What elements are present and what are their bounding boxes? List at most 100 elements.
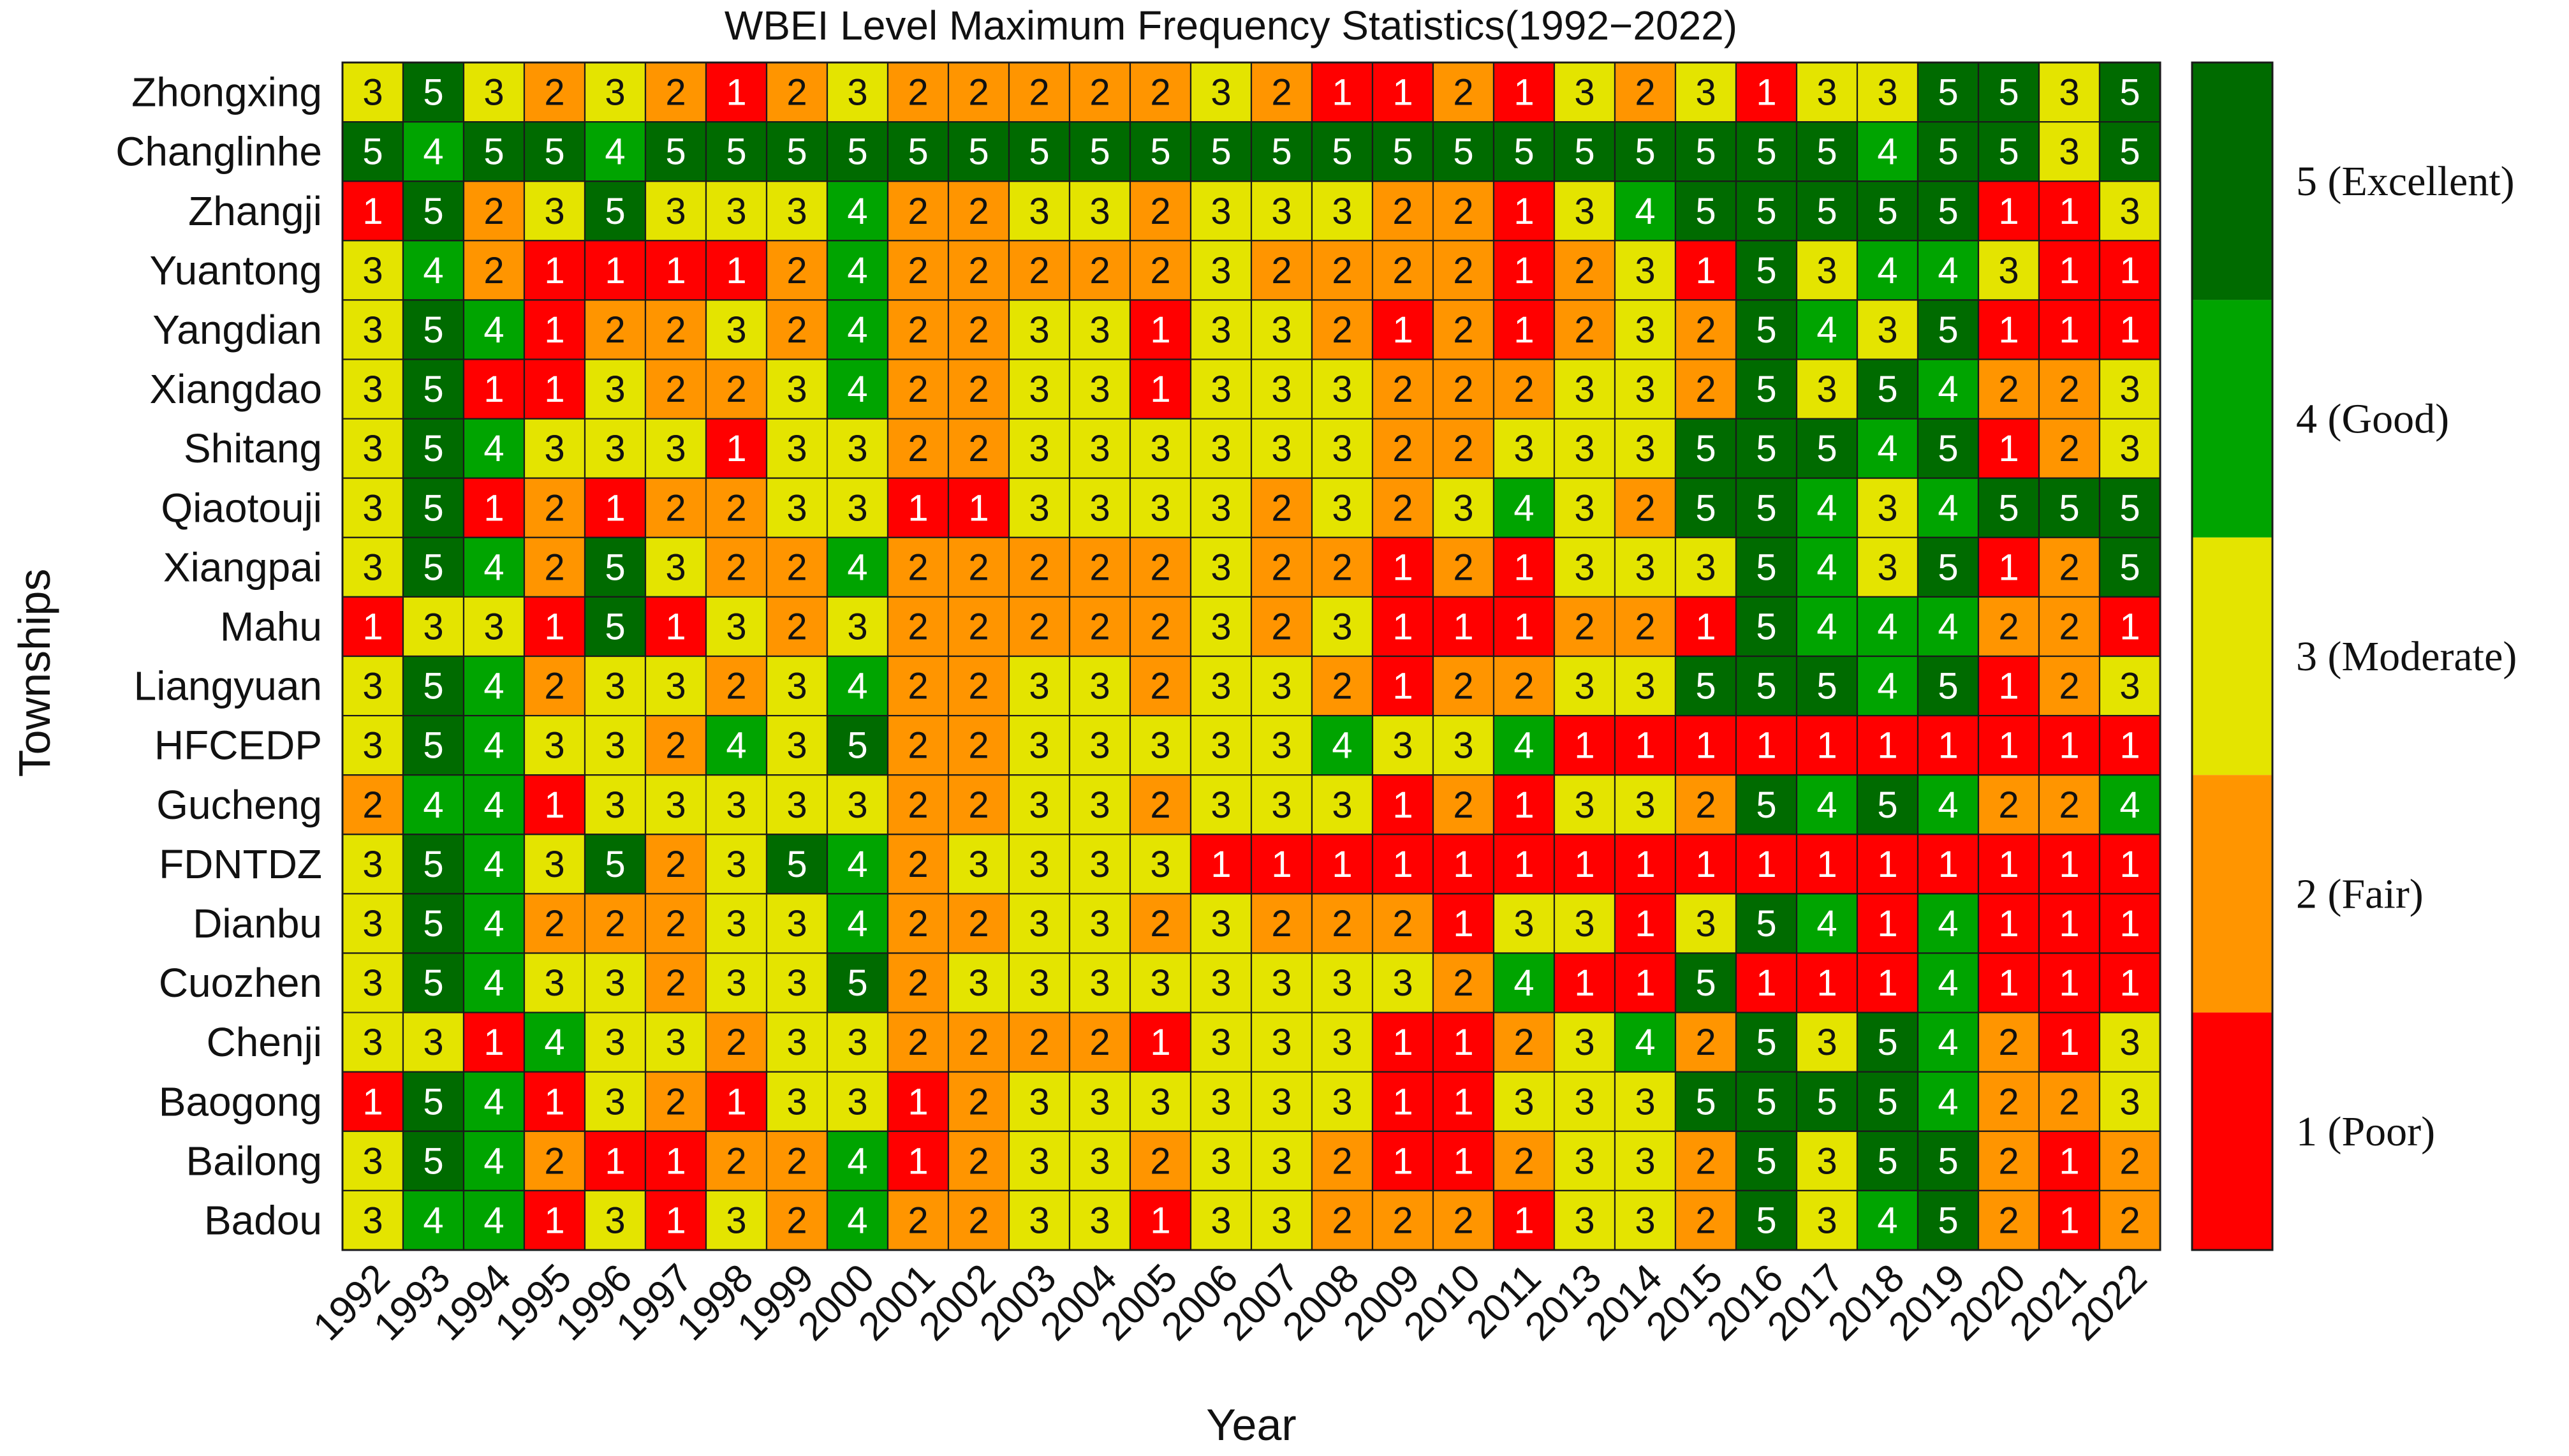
cell-value-label: 1 bbox=[1998, 666, 2019, 707]
cell-value-label: 3 bbox=[1574, 369, 1594, 410]
heatmap-cell bbox=[523, 1130, 586, 1192]
heatmap-cell bbox=[1008, 180, 1071, 242]
cell-value-label: 1 bbox=[2059, 191, 2079, 232]
cell-value-label: 1 bbox=[2119, 725, 2140, 767]
chart-title: WBEI Level Maximum Frequency Statistics(… bbox=[725, 3, 1737, 48]
heatmap-frame bbox=[341, 61, 2161, 1251]
cell-value-label: 2 bbox=[665, 309, 686, 351]
cell-value-label: 1 bbox=[1392, 547, 1413, 588]
cell-value-label: 4 bbox=[1877, 250, 1897, 291]
heatmap-cell bbox=[1129, 834, 1192, 895]
cell-value-label: 4 bbox=[1938, 250, 1958, 291]
cell-value-label: 2 bbox=[2059, 606, 2079, 647]
cell-value-label: 2 bbox=[1998, 1022, 2019, 1063]
cell-value-label: 3 bbox=[1332, 191, 1352, 232]
heatmap-cell bbox=[1492, 1189, 1556, 1251]
year-tick-labels: 1992199319941995199619971998199920002001… bbox=[305, 1256, 2155, 1349]
cell-value-label: 3 bbox=[665, 191, 686, 232]
heatmap-cell bbox=[947, 1071, 1010, 1132]
cell-value-label: 3 bbox=[605, 1200, 625, 1241]
cell-value-label: 5 bbox=[847, 131, 867, 173]
heatmap-cell bbox=[462, 1071, 526, 1132]
heatmap-cell bbox=[1492, 536, 1556, 598]
x-axis-label: Year bbox=[1206, 1400, 1296, 1450]
cell-value-label: 3 bbox=[726, 962, 746, 1004]
heatmap-cell bbox=[1371, 952, 1434, 1013]
heatmap-cell bbox=[1250, 655, 1313, 717]
cell-value-label: 3 bbox=[786, 487, 807, 529]
cell-value-label: 3 bbox=[1574, 903, 1594, 945]
cell-value-label: 3 bbox=[1271, 1200, 1292, 1241]
heatmap-cell bbox=[1553, 121, 1616, 182]
heatmap-cell bbox=[826, 1130, 889, 1192]
heatmap-cell bbox=[1614, 655, 1677, 717]
heatmap-cell bbox=[341, 893, 404, 954]
cell-value-label: 3 bbox=[605, 369, 625, 410]
cell-value-label: 4 bbox=[1938, 369, 1958, 410]
heatmap-cell bbox=[705, 893, 768, 954]
cell-value-label: 4 bbox=[483, 1081, 504, 1122]
cell-value-label: 1 bbox=[1998, 428, 2019, 469]
cell-value-label: 2 bbox=[1392, 428, 1413, 469]
cell-value-label: 3 bbox=[786, 784, 807, 826]
cell-value-label: 5 bbox=[1756, 1140, 1776, 1182]
cell-value-label: 3 bbox=[1271, 962, 1292, 1004]
heatmap-cell bbox=[462, 299, 526, 360]
cell-value-label: 3 bbox=[1089, 962, 1110, 1004]
heatmap-cell bbox=[2038, 952, 2101, 1013]
cell-value-label: 3 bbox=[362, 250, 383, 291]
cell-value-label: 2 bbox=[1150, 250, 1170, 291]
heatmap-cell bbox=[2038, 536, 2101, 598]
heatmap-cell bbox=[1250, 1130, 1313, 1192]
heatmap-cell bbox=[1189, 418, 1253, 479]
heatmap-cell bbox=[1917, 596, 1980, 658]
cell-value-label: 2 bbox=[1150, 666, 1170, 707]
cell-value-label: 3 bbox=[1089, 666, 1110, 707]
cell-value-label: 2 bbox=[908, 606, 928, 647]
cell-value-label: 2 bbox=[968, 72, 989, 114]
cell-value-label: 1 bbox=[362, 1081, 383, 1122]
heatmap-cell bbox=[1674, 1189, 1737, 1251]
cell-value-label: 3 bbox=[544, 428, 564, 469]
cell-value-label: 5 bbox=[423, 666, 443, 707]
cell-value-label: 3 bbox=[2119, 369, 2140, 410]
cell-value-label: 1 bbox=[2059, 1022, 2079, 1063]
cell-value-label: 1 bbox=[1998, 191, 2019, 232]
cell-value-label: 5 bbox=[1756, 547, 1776, 588]
cell-value-label: 3 bbox=[1574, 666, 1594, 707]
cell-value-label: 2 bbox=[786, 1140, 807, 1182]
cell-value-label: 3 bbox=[1574, 1022, 1594, 1063]
cell-value-label: 3 bbox=[1150, 1081, 1170, 1122]
heatmap-cell bbox=[1856, 834, 1919, 895]
cell-value-label: 5 bbox=[1271, 131, 1292, 173]
cell-value-label: 4 bbox=[423, 131, 443, 173]
cell-value-label: 5 bbox=[1756, 666, 1776, 707]
cell-value-label: 2 bbox=[1089, 1022, 1110, 1063]
cell-value-label: 3 bbox=[1513, 903, 1534, 945]
cell-value-label: 1 bbox=[1453, 1022, 1473, 1063]
cell-value-label: 4 bbox=[1816, 547, 1837, 588]
heatmap-cell bbox=[1735, 1071, 1798, 1132]
heatmap-cell bbox=[947, 893, 1010, 954]
cell-value-label: 3 bbox=[1089, 369, 1110, 410]
cell-value-label: 5 bbox=[1695, 428, 1716, 469]
cell-value-label: 3 bbox=[1816, 1140, 1837, 1182]
cell-value-label: 4 bbox=[483, 962, 504, 1004]
cell-value-label: 4 bbox=[483, 666, 504, 707]
heatmap-cell bbox=[1917, 655, 1980, 717]
cell-value-label: 3 bbox=[1271, 1022, 1292, 1063]
heatmap-cell bbox=[2098, 299, 2161, 360]
heatmap-cell bbox=[1735, 596, 1798, 658]
cell-value-label: 1 bbox=[483, 369, 504, 410]
cell-value-label: 5 bbox=[362, 131, 383, 173]
cell-value-label: 2 bbox=[786, 606, 807, 647]
heatmap-cell bbox=[1311, 121, 1374, 182]
cell-value-label: 3 bbox=[968, 844, 989, 885]
cell-value-label: 2 bbox=[2059, 547, 2079, 588]
heatmap-cell bbox=[644, 240, 707, 301]
heatmap-cell bbox=[1795, 1189, 1859, 1251]
heatmap-cell bbox=[1977, 418, 2040, 479]
cell-value-label: 1 bbox=[1998, 725, 2019, 767]
heatmap-cell bbox=[1917, 834, 1980, 895]
cell-value-label: 2 bbox=[2059, 428, 2079, 469]
